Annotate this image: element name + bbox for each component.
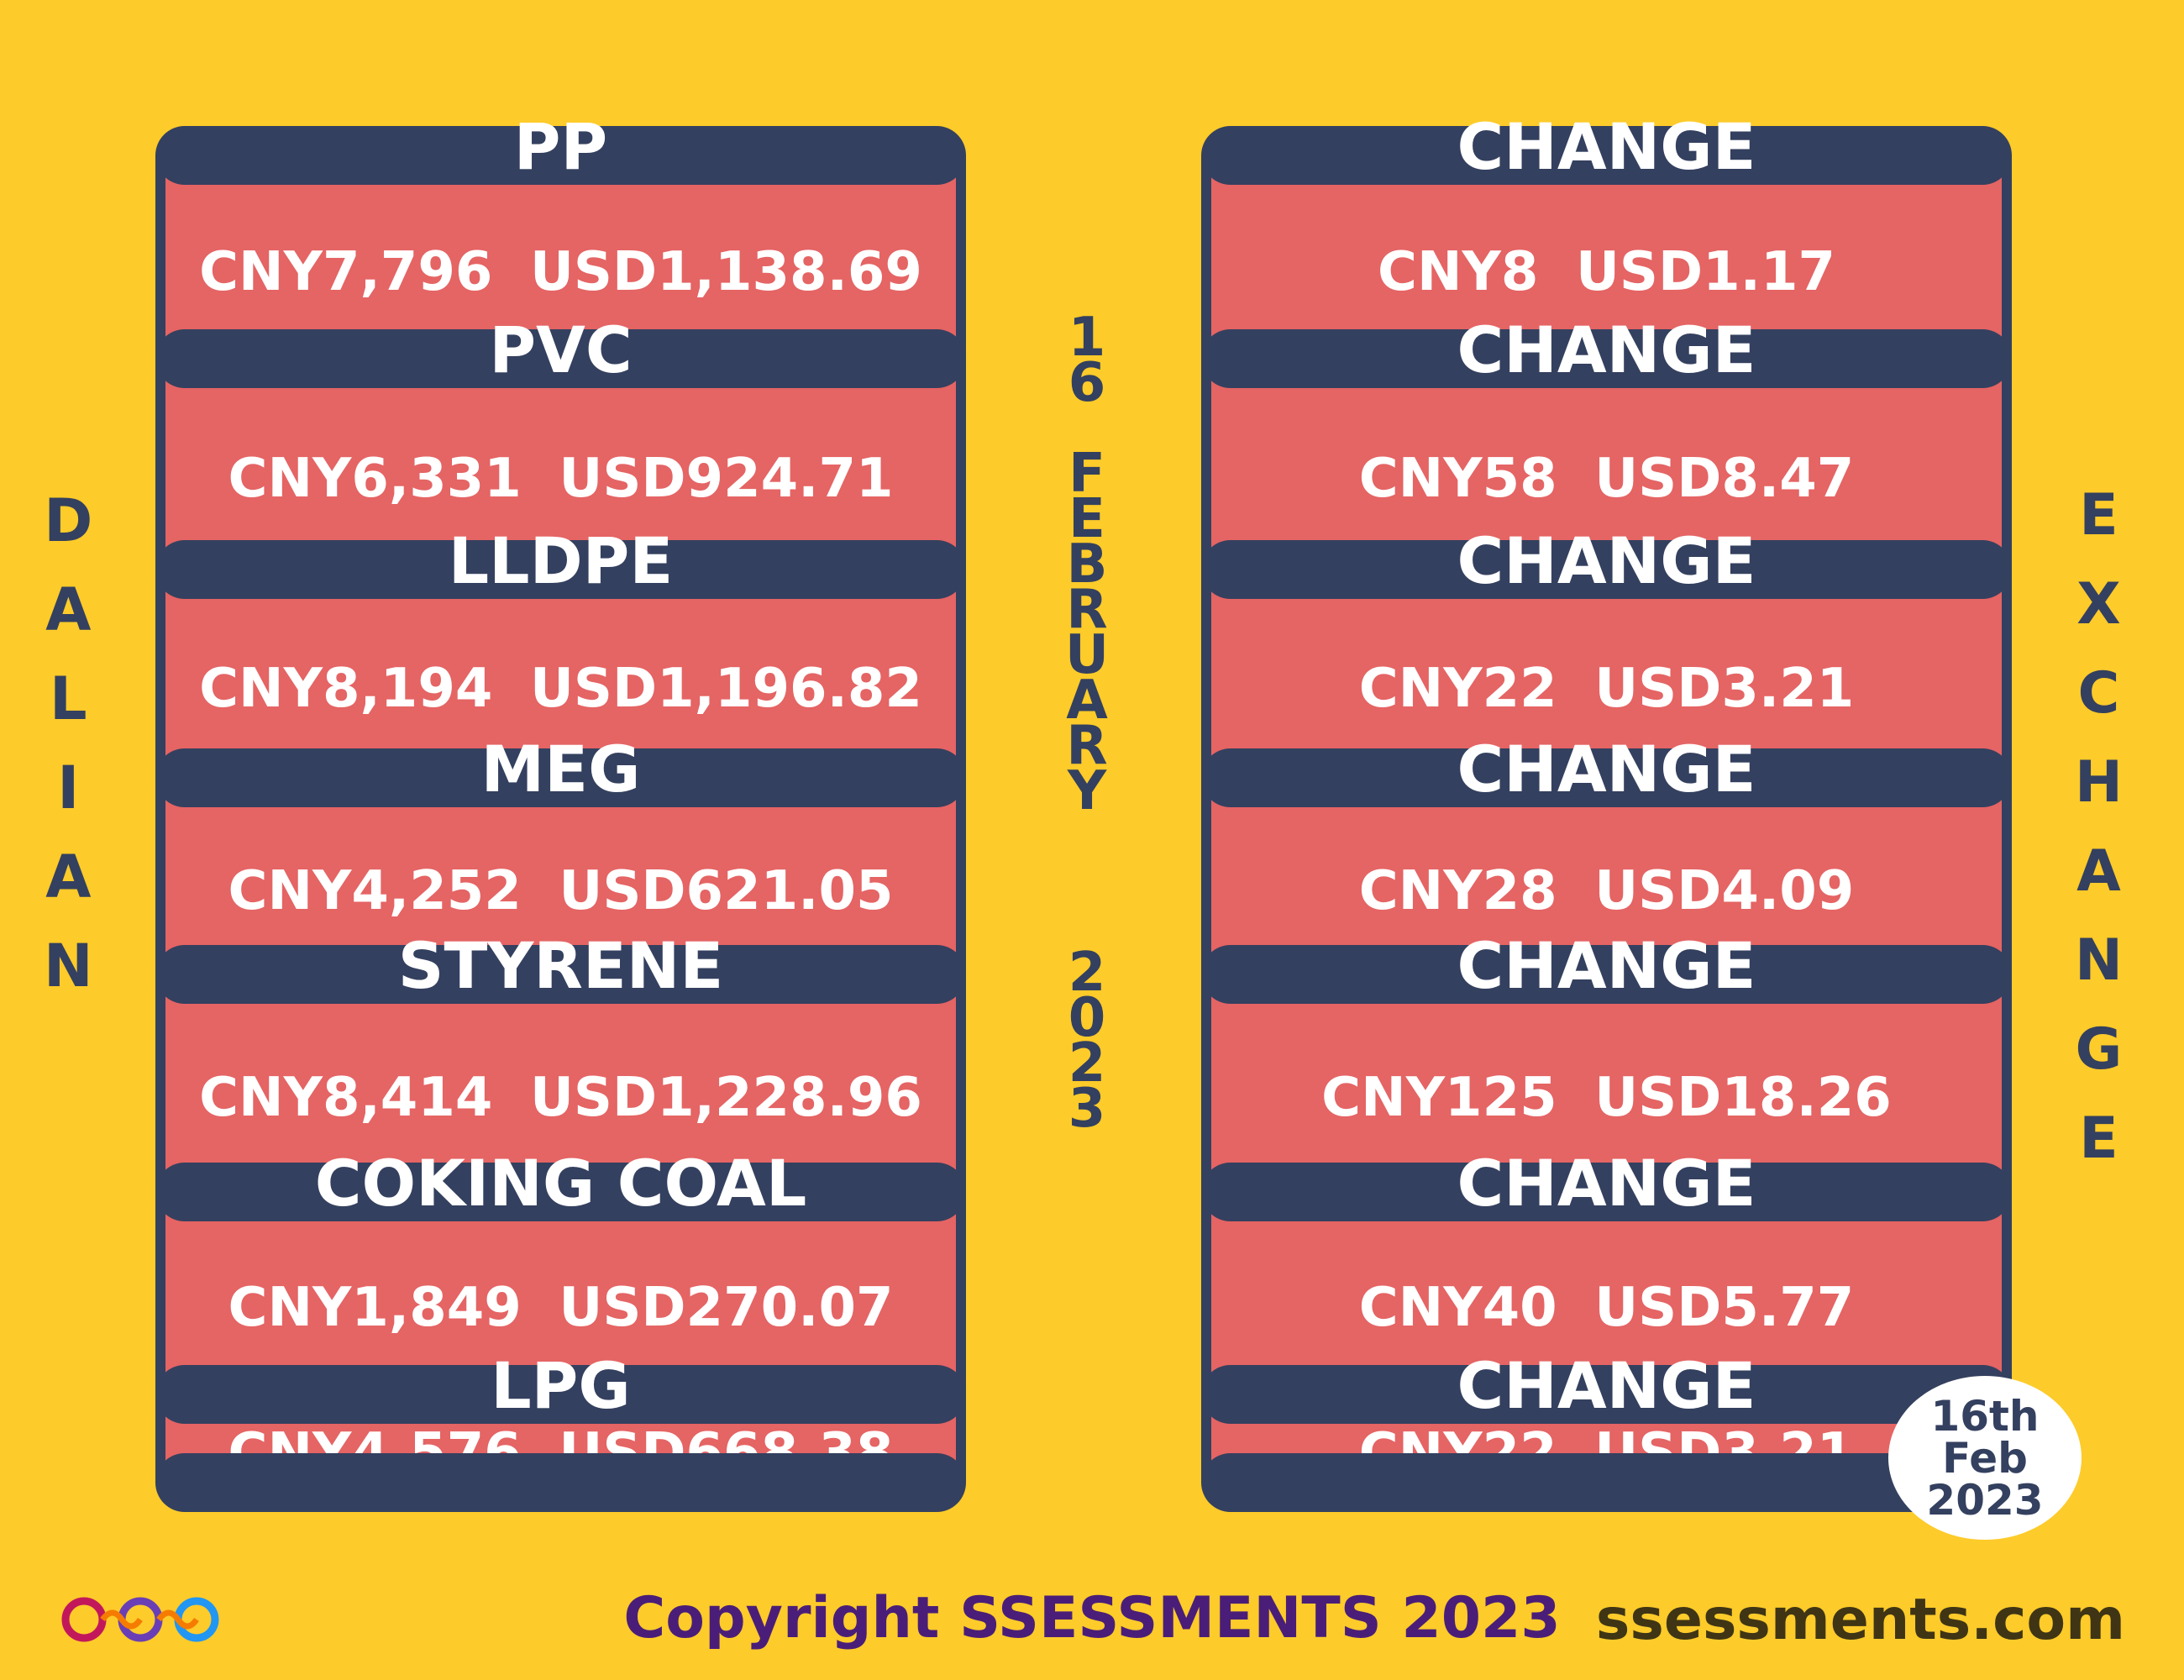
commodity-bottom-band [155,1453,966,1512]
change-header-band: CHANGE [1201,738,2012,807]
change-row: CNY22 USD3.21 [1201,570,2012,778]
commodity-row: CNY1,849 USD270.07 [155,1192,966,1394]
commodity-value: CNY8,194 USD1,196.82 [199,657,922,720]
commodity-row: CNY7,796 USD1,138.69 [155,155,966,359]
change-row: CNY28 USD4.09 [1201,778,2012,974]
change-label: CHANGE [1457,1146,1756,1221]
commodity-value: CNY1,849 USD270.07 [228,1277,894,1339]
exchange-letter: N [2075,927,2123,994]
date-letter: 2 [1068,1032,1106,1095]
date-letter: 3 [1068,1078,1106,1140]
exchange-letter: C [2077,660,2120,727]
changes-cells: CNY8 USD1.17 CNY58 USD8.47 CNY22 USD3.21 CN… [1201,115,2012,1512]
dalian-letter: A [45,575,92,644]
change-label: CHANGE [1457,732,1756,806]
commodity-value: CNY6,331 USD924.71 [228,448,894,510]
infinity-loops-logo [61,1597,219,1642]
change-header-band: CHANGE [1201,1152,2012,1221]
commodity-label: LPG [491,1348,631,1423]
dalian-letter: A [45,843,92,911]
dalian-letter: I [57,753,80,822]
change-header-band: CHANGE [1201,318,2012,388]
copyright-text: Copyright SSESSMENTS 2023 [623,1585,1561,1651]
exchange-letter: E [2079,1105,2118,1172]
change-label: CHANGE [1457,1348,1756,1423]
commodity-label: COKING COAL [314,1146,807,1221]
date-letter: 6 [1068,352,1106,414]
commodity-label: PP [513,109,608,184]
exchange-letter: G [2075,1016,2123,1083]
date-letter: R [1066,715,1108,777]
change-header-band: CHANGE [1201,1354,2012,1424]
commodity-header-band: LPG [155,1354,966,1424]
change-value: CNY28 USD4.09 [1358,859,1855,922]
commodity-header-band: COKING COAL [155,1152,966,1221]
change-row: CNY40 USD5.77 [1201,1192,2012,1394]
change-label: CHANGE [1457,109,1756,184]
dalian-letter: N [44,932,93,1000]
change-value: CNY40 USD5.77 [1358,1277,1855,1339]
exchange-letter: A [2076,838,2121,905]
commodity-header-band: PVC [155,318,966,388]
change-row: CNY8 USD1.17 [1201,155,2012,359]
date-letter: U [1065,624,1109,686]
change-header-band: CHANGE [1201,934,2012,1004]
date-letter: B [1066,533,1108,596]
change-header-band: CHANGE [1201,115,2012,185]
commodity-row: CNY8,194 USD1,196.82 [155,570,966,778]
change-value: CNY58 USD8.47 [1358,448,1855,510]
commodity-header-band: MEG [155,738,966,807]
exchange-letter: E [2079,482,2118,549]
change-row: CNY125 USD18.26 [1201,974,2012,1192]
date-letter: E [1068,488,1105,550]
commodity-row: CNY8,414 USD1,228.96 [155,974,966,1192]
commodity-label: LLDPE [448,523,674,598]
date-badge-day: 16th [1930,1391,2040,1441]
date-letter: 2 [1068,942,1106,1004]
change-header-band: CHANGE [1201,529,2012,599]
commodity-value: CNY8,414 USD1,228.96 [199,1067,922,1129]
commodity-header-band: LLDPE [155,529,966,599]
changes-column: CNY8 USD1.17 CNY58 USD8.47 CNY22 USD3.21 CN… [1163,0,2054,1579]
website-link[interactable]: ssessments.com [1595,1587,2125,1653]
commodity-row: CNY6,331 USD924.71 [155,359,966,570]
date-badge: 16th Feb 2023 [1888,1376,2082,1540]
prices-cells: CNY7,796 USD1,138.69 CNY6,331 USD924.71 CN… [155,115,966,1512]
change-label: CHANGE [1457,928,1756,1003]
date-badge-month: Feb [1942,1433,2028,1483]
commodity-value: CNY7,796 USD1,138.69 [199,240,922,303]
change-row: CNY58 USD8.47 [1201,359,2012,570]
commodity-label: STYRENE [397,928,724,1003]
date-letter: A [1066,669,1108,732]
commodity-value: CNY4,252 USD621.05 [228,859,894,922]
exchange-letter: X [2076,571,2121,638]
date-letter: 0 [1068,987,1106,1049]
change-value: CNY22 USD3.21 [1358,657,1855,720]
prices-column: CNY7,796 USD1,138.69 CNY6,331 USD924.71 CN… [118,0,1008,1579]
date-letter: R [1066,579,1108,641]
date-letter: 1 [1068,307,1106,369]
commodity-row: CNY4,252 USD621.05 [155,778,966,974]
date-badge-year: 2023 [1926,1475,2044,1525]
change-label: CHANGE [1457,312,1756,387]
dalian-letter: L [49,664,87,733]
change-value: CNY125 USD18.26 [1321,1067,1892,1129]
commodity-label: PVC [489,312,633,387]
date-letter: Y [1067,760,1107,822]
commodity-header-band: STYRENE [155,934,966,1004]
change-bottom-band [1201,1453,2012,1512]
date-letter: F [1068,443,1105,505]
commodity-header-band: PP [155,115,966,185]
change-value: CNY8 USD1.17 [1377,240,1836,303]
commodity-label: MEG [480,732,641,806]
dalian-letter: D [44,486,93,555]
change-label: CHANGE [1457,523,1756,598]
exchange-letter: H [2075,749,2123,816]
